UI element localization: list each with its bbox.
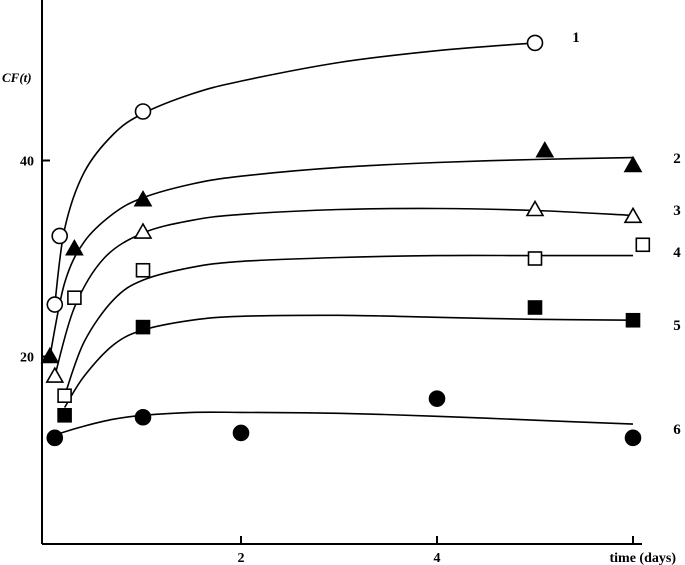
filled-triangle-marker <box>65 239 84 256</box>
fit-curve-5 <box>63 314 634 408</box>
filled-triangle-marker <box>535 141 555 158</box>
filled-triangle-marker <box>623 155 643 173</box>
fit-curve-1 <box>54 42 536 305</box>
fit-curve-6 <box>54 411 634 436</box>
filled-triangle-marker <box>40 346 60 364</box>
fit-curves <box>49 42 634 436</box>
curve-label-4: 4 <box>673 245 681 261</box>
open-circle-marker <box>526 34 544 52</box>
open-square-marker <box>135 262 151 278</box>
open-circle-marker <box>134 103 152 120</box>
y-tick-label: 40 <box>20 155 34 170</box>
filled-square-marker <box>57 407 72 423</box>
curve-label-1: 1 <box>572 30 580 46</box>
filled-circle-marker <box>428 390 446 407</box>
open-triangle-marker <box>623 206 643 224</box>
curve-label-5: 5 <box>673 318 681 334</box>
curve-label-3: 3 <box>673 203 681 219</box>
x-tick-label: 4 <box>434 551 441 565</box>
data-markers <box>40 34 651 447</box>
filled-circle-marker <box>134 408 152 426</box>
filled-square-marker <box>527 300 543 315</box>
curve-label-6: 6 <box>673 422 681 438</box>
open-square-marker <box>57 388 72 404</box>
open-circle-marker <box>46 296 64 313</box>
x-axis-label: time (days) <box>610 551 677 565</box>
open-square-marker <box>67 290 82 306</box>
fit-curve-4 <box>63 254 633 396</box>
open-triangle-marker <box>133 222 153 239</box>
y-axis-label: CF(t) <box>2 70 32 85</box>
filled-square-marker <box>135 319 151 335</box>
filled-circle-marker <box>232 424 250 442</box>
x-tick-label: 2 <box>238 551 245 565</box>
filled-square-marker <box>625 312 641 328</box>
fit-curve-3 <box>54 207 634 377</box>
filled-circle-marker <box>46 429 64 447</box>
filled-triangle-marker <box>133 190 153 207</box>
open-triangle-marker <box>45 366 65 383</box>
filled-circle-marker <box>624 429 642 447</box>
y-tick-label: 20 <box>20 351 34 366</box>
open-circle-marker <box>51 227 69 245</box>
axes <box>41 0 642 545</box>
curve-label-2: 2 <box>673 151 681 167</box>
open-triangle-marker <box>525 199 545 217</box>
labels: 2 4 20 40 CF(t) time (days) 1 2 3 4 5 6 <box>2 30 681 565</box>
open-square-marker <box>635 237 651 253</box>
open-square-marker <box>527 251 543 266</box>
